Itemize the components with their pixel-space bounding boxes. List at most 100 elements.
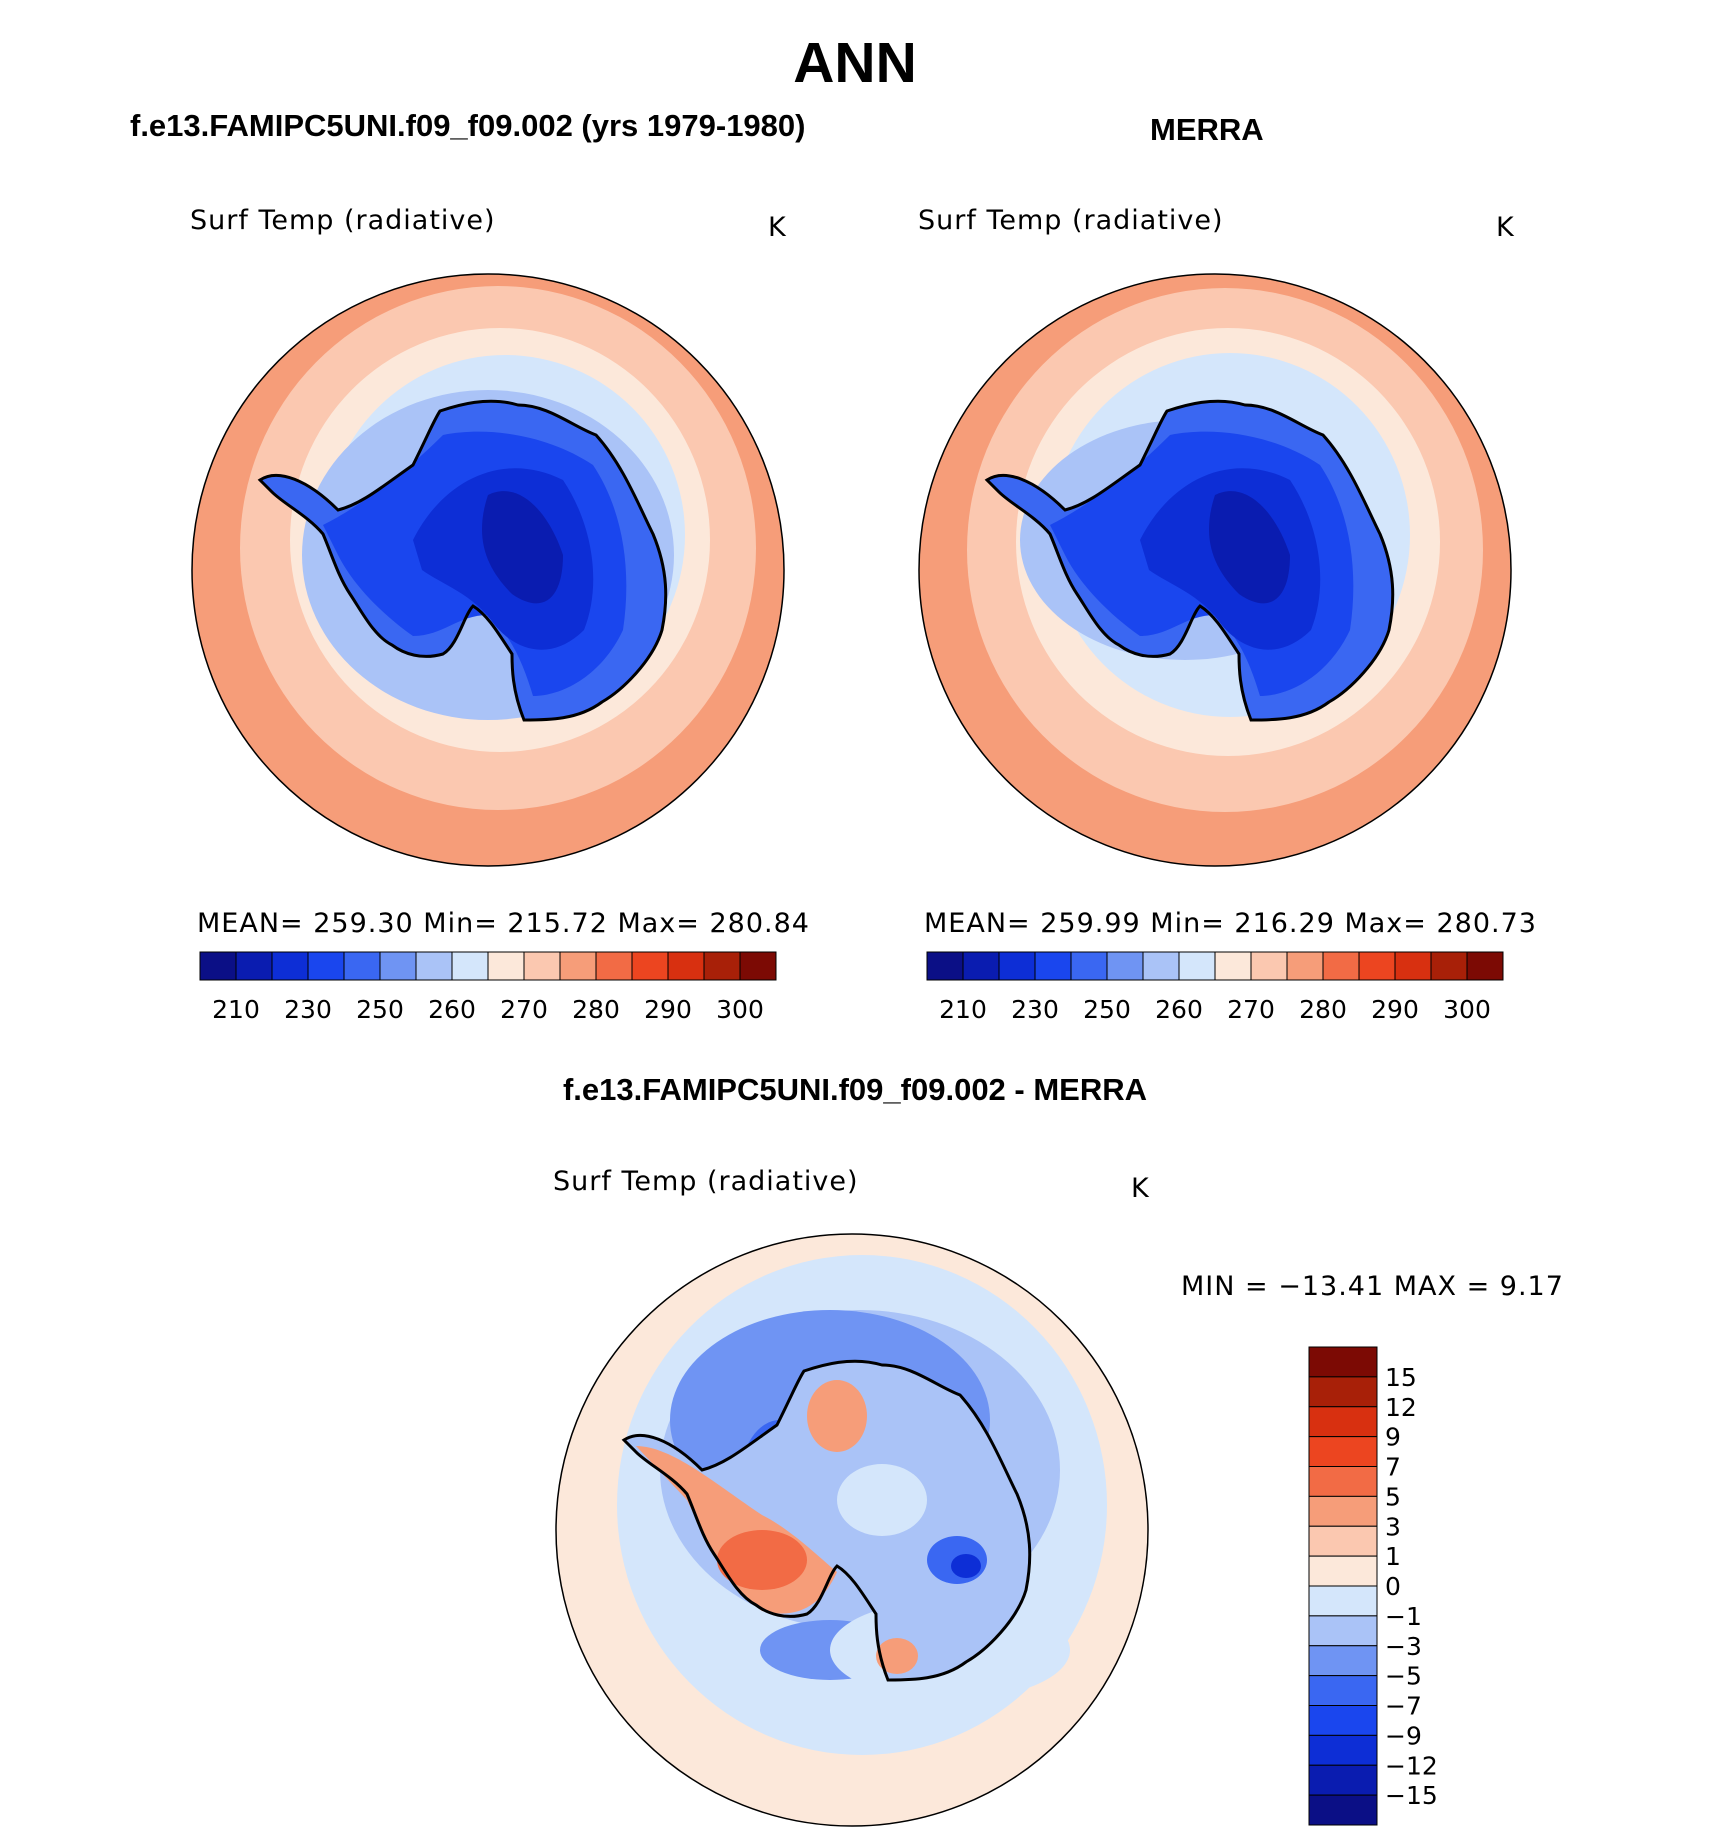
colorbar-swatch bbox=[1070, 951, 1108, 981]
colorbar-swatch bbox=[1308, 1346, 1378, 1378]
obs-stats: MEAN= 259.99 Min= 216.29 Max= 280.73 bbox=[924, 908, 1537, 939]
obs-panel-caption: MERRA bbox=[1150, 112, 1264, 147]
colorbar-tick-label: 250 bbox=[1083, 995, 1131, 1024]
figure-title: ANN bbox=[793, 31, 917, 95]
colorbar-swatch bbox=[739, 951, 777, 981]
colorbar-swatch bbox=[1178, 951, 1216, 981]
obs-variable-label: Surf Temp (radiative) bbox=[918, 205, 1224, 236]
colorbar-swatch bbox=[1466, 951, 1504, 981]
colorbar-swatch bbox=[1308, 1645, 1378, 1677]
colorbar-swatch bbox=[595, 951, 633, 981]
colorbar-swatch bbox=[1308, 1764, 1378, 1796]
colorbar-tick-label: 210 bbox=[212, 995, 260, 1024]
colorbar-swatch bbox=[1308, 1555, 1378, 1587]
colorbar-tick-label: 3 bbox=[1385, 1512, 1401, 1541]
colorbar-swatch bbox=[998, 951, 1036, 981]
colorbar-tick-label: 300 bbox=[716, 995, 764, 1024]
colorbar-tick-label: 260 bbox=[1155, 995, 1203, 1024]
colorbar-swatch bbox=[1358, 951, 1396, 981]
obs-colorbar: 210 230 250 260 270 280 290 300 bbox=[926, 951, 1504, 1024]
colorbar-tick-label: −9 bbox=[1385, 1721, 1422, 1750]
colorbar-swatch bbox=[199, 951, 237, 981]
model-stats: MEAN= 259.30 Min= 215.72 Max= 280.84 bbox=[197, 908, 810, 939]
model-map bbox=[191, 273, 785, 867]
colorbar-swatch bbox=[271, 951, 309, 981]
colorbar-swatch bbox=[926, 951, 964, 981]
colorbar-tick-label: 0 bbox=[1385, 1572, 1401, 1601]
colorbar-swatch bbox=[1322, 951, 1360, 981]
colorbar-tick-label: 230 bbox=[284, 995, 332, 1024]
colorbar-tick-label: 260 bbox=[428, 995, 476, 1024]
diff-map bbox=[555, 1233, 1149, 1827]
diff-units-label: K bbox=[1131, 1173, 1150, 1204]
obs-map bbox=[918, 273, 1512, 867]
colorbar-swatch bbox=[1106, 951, 1144, 981]
colorbar-swatch bbox=[1430, 951, 1468, 981]
colorbar-tick-label: −3 bbox=[1385, 1632, 1422, 1661]
obs-units-label: K bbox=[1496, 212, 1515, 243]
colorbar-swatch bbox=[1308, 1705, 1378, 1736]
colorbar-swatch bbox=[1308, 1406, 1378, 1438]
colorbar-swatch bbox=[1308, 1436, 1378, 1467]
colorbar-tick-label: 210 bbox=[939, 995, 987, 1024]
colorbar-swatch bbox=[487, 951, 525, 981]
colorbar-tick-label: 230 bbox=[1011, 995, 1059, 1024]
colorbar-swatch bbox=[1394, 951, 1432, 981]
colorbar-swatch bbox=[343, 951, 381, 981]
colorbar-swatch bbox=[523, 951, 561, 981]
colorbar-tick-label: 290 bbox=[1371, 995, 1419, 1024]
colorbar-swatch bbox=[235, 951, 273, 981]
colorbar-tick-label: 1 bbox=[1385, 1542, 1401, 1571]
colorbar-tick-label: 280 bbox=[572, 995, 620, 1024]
model-variable-label: Surf Temp (radiative) bbox=[190, 205, 496, 236]
colorbar-swatch bbox=[1308, 1615, 1378, 1647]
colorbar-tick-label: 270 bbox=[1227, 995, 1275, 1024]
colorbar-tick-label: 280 bbox=[1299, 995, 1347, 1024]
colorbar-tick-label: 300 bbox=[1443, 995, 1491, 1024]
colorbar-tick-label: 290 bbox=[644, 995, 692, 1024]
colorbar-tick-label: 250 bbox=[356, 995, 404, 1024]
colorbar-tick-label: 15 bbox=[1385, 1363, 1417, 1392]
colorbar-tick-label: −12 bbox=[1385, 1751, 1438, 1780]
colorbar-swatch bbox=[1308, 1376, 1378, 1408]
colorbar-swatch bbox=[451, 951, 489, 981]
colorbar-tick-label: 9 bbox=[1385, 1423, 1401, 1452]
colorbar-swatch bbox=[1308, 1466, 1378, 1497]
colorbar-tick-label: −1 bbox=[1385, 1602, 1422, 1631]
colorbar-swatch bbox=[1308, 1525, 1378, 1557]
colorbar-swatch bbox=[1286, 951, 1324, 981]
colorbar-tick-label: −7 bbox=[1385, 1692, 1422, 1721]
colorbar-swatch bbox=[631, 951, 669, 981]
colorbar-tick-label: 7 bbox=[1385, 1453, 1401, 1482]
colorbar-tick-label: 12 bbox=[1385, 1393, 1417, 1422]
model-units-label: K bbox=[768, 212, 787, 243]
colorbar-swatch bbox=[962, 951, 1000, 981]
colorbar-tick-label: 5 bbox=[1385, 1482, 1401, 1511]
colorbar-tick-label: 270 bbox=[500, 995, 548, 1024]
colorbar-swatch bbox=[667, 951, 705, 981]
colorbar-swatch bbox=[1034, 951, 1072, 981]
colorbar-swatch bbox=[1308, 1585, 1378, 1617]
model-colorbar: 210 230 250 260 270 280 290 300 bbox=[199, 951, 777, 1024]
colorbar-tick-label: −15 bbox=[1385, 1781, 1438, 1810]
diff-stats: MIN = −13.41 MAX = 9.17 bbox=[1181, 1271, 1564, 1302]
diff-variable-label: Surf Temp (radiative) bbox=[553, 1166, 859, 1197]
colorbar-swatch bbox=[1308, 1734, 1378, 1766]
colorbar-swatch bbox=[1308, 1794, 1378, 1826]
colorbar-swatch bbox=[559, 951, 597, 981]
colorbar-swatch bbox=[307, 951, 345, 981]
colorbar-swatch bbox=[1214, 951, 1252, 981]
colorbar-swatch bbox=[1250, 951, 1288, 981]
colorbar-swatch bbox=[1308, 1675, 1378, 1706]
colorbar-swatch bbox=[1142, 951, 1180, 981]
diff-panel-caption: f.e13.FAMIPC5UNI.f09_f09.002 - MERRA bbox=[562, 1072, 1148, 1107]
colorbar-swatch bbox=[415, 951, 453, 981]
colorbar-swatch bbox=[1308, 1495, 1378, 1527]
model-panel-caption: f.e13.FAMIPC5UNI.f09_f09.002 (yrs 1979-1… bbox=[130, 108, 806, 143]
colorbar-swatch bbox=[703, 951, 741, 981]
colorbar-swatch bbox=[379, 951, 417, 981]
colorbar-tick-label: −5 bbox=[1385, 1662, 1422, 1691]
